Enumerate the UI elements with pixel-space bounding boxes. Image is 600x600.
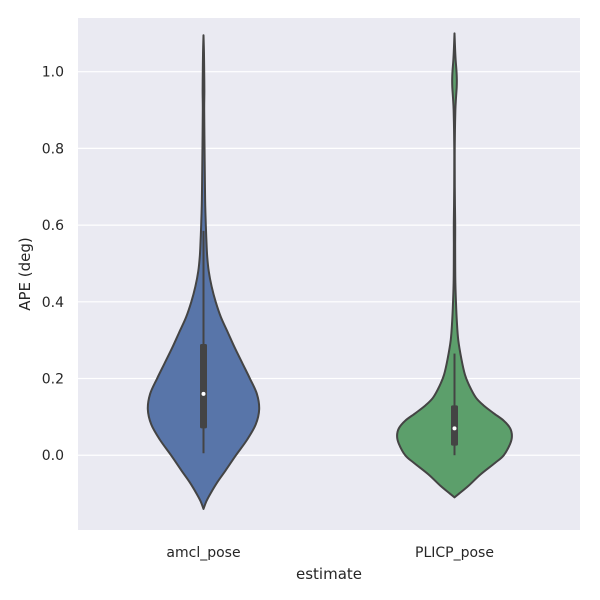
violin-iqr-box xyxy=(451,405,458,446)
x-tick-labels: amcl_pose PLICP_pose xyxy=(166,545,494,561)
x-tick-label: amcl_pose xyxy=(166,545,240,561)
violins xyxy=(146,32,513,510)
y-axis-label: APE (deg) xyxy=(16,237,34,311)
violin-median xyxy=(452,426,457,431)
y-tick-label: 0.8 xyxy=(42,141,64,157)
y-tick-label: 0.4 xyxy=(42,295,64,311)
violin-iqr-box xyxy=(200,343,207,429)
y-tick-labels: 0.0 0.2 0.4 0.6 0.8 1.0 xyxy=(42,65,64,465)
y-tick-label: 0.2 xyxy=(42,372,64,388)
x-tick-label: PLICP_pose xyxy=(415,545,494,561)
violin-body xyxy=(396,32,513,499)
violin-median xyxy=(201,391,206,396)
y-tick-label: 0.0 xyxy=(42,448,64,464)
x-axis-label: estimate xyxy=(296,565,362,583)
y-tick-label: 0.6 xyxy=(42,218,64,234)
y-tick-label: 1.0 xyxy=(42,65,64,81)
